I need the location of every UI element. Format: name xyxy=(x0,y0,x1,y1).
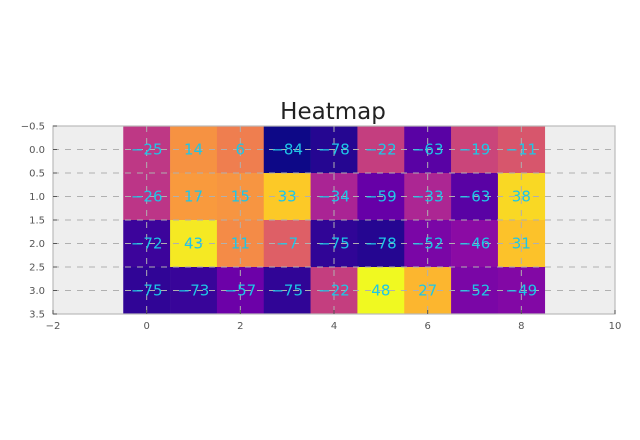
cell-value-label: −75 xyxy=(131,282,163,300)
x-tick-label: 0 xyxy=(143,321,149,332)
y-tick-label: −0.5 xyxy=(21,122,45,133)
cell-value-label: −7 xyxy=(276,235,298,253)
cell-value-label: 33 xyxy=(278,188,297,206)
y-tick-label: 2.5 xyxy=(29,263,45,274)
y-axis: −0.5 0.0 0.5 1.0 1.5 2.0 2.5 3.0 3.5 xyxy=(21,122,57,321)
grid-lines xyxy=(53,126,615,314)
cell-value-label: 38 xyxy=(512,188,531,206)
x-tick-label: 4 xyxy=(331,321,337,332)
cell-value-label: −84 xyxy=(271,141,303,159)
cell-value-label: −34 xyxy=(318,188,350,206)
x-tick-label: 10 xyxy=(609,321,622,332)
x-axis: −2 0 2 4 6 8 10 xyxy=(46,310,622,332)
y-tick-label: 3.5 xyxy=(29,310,45,321)
cell-value-label: −75 xyxy=(271,282,303,300)
cell-value-label: 14 xyxy=(184,141,203,159)
cell-value-label: −11 xyxy=(506,141,538,159)
cell-value-label: 11 xyxy=(231,235,250,253)
cell-value-label: 15 xyxy=(231,188,250,206)
cell-value-label: −63 xyxy=(459,188,491,206)
cell-value-label: 31 xyxy=(512,235,531,253)
cell-value-label: −19 xyxy=(459,141,491,159)
cell-labels: −25 14 6 −84 −78 −22 −63 −19 −11−26 17 15 33 −34 −59−… xyxy=(131,141,537,300)
x-tick-label: 2 xyxy=(237,321,243,332)
chart-title: Heatmap xyxy=(280,99,386,125)
cell-value-label: −63 xyxy=(412,141,444,159)
y-tick-label: 1.0 xyxy=(29,192,45,203)
cell-value-label: −52 xyxy=(459,282,491,300)
x-tick-label: 6 xyxy=(424,321,430,332)
cell-value-label: −78 xyxy=(365,235,397,253)
cell-value-label: −72 xyxy=(131,235,163,253)
cell-value-label: −59 xyxy=(365,188,397,206)
cell-value-label: 43 xyxy=(184,235,203,253)
cell-value-label: −46 xyxy=(459,235,491,253)
cell-value-label: −22 xyxy=(365,141,397,159)
x-tick-label: −2 xyxy=(46,321,61,332)
cell-value-label: 27 xyxy=(418,282,437,300)
cell-value-label: 6 xyxy=(236,141,246,159)
cell-value-label: −33 xyxy=(412,188,444,206)
cell-value-label: −26 xyxy=(131,188,163,206)
cell-value-label: 48 xyxy=(371,282,390,300)
x-tick-label: 8 xyxy=(518,321,524,332)
y-tick-label: 3.0 xyxy=(29,286,45,297)
cell-value-label: 17 xyxy=(184,188,203,206)
cell-value-label: −73 xyxy=(178,282,210,300)
cell-value-label: −49 xyxy=(506,282,538,300)
cell-value-label: −52 xyxy=(412,235,444,253)
y-tick-label: 0.5 xyxy=(29,169,45,180)
cell-value-label: −78 xyxy=(318,141,350,159)
cell-value-label: −25 xyxy=(131,141,163,159)
y-tick-label: 1.5 xyxy=(29,216,45,227)
y-tick-label: 2.0 xyxy=(29,239,45,250)
cell-value-label: −22 xyxy=(318,282,350,300)
y-tick-label: 0.0 xyxy=(29,145,45,156)
cell-value-label: −57 xyxy=(225,282,257,300)
cell-value-label: −75 xyxy=(318,235,350,253)
